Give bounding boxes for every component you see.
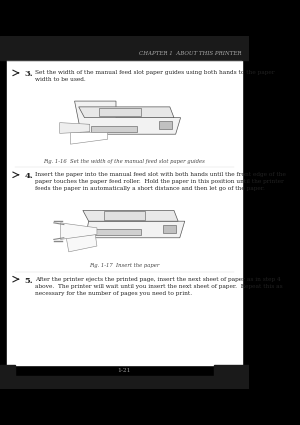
Text: After the printer ejects the printed page, insert the next sheet of paper as in : After the printer ejects the printed pag… <box>35 277 282 296</box>
Polygon shape <box>61 223 97 239</box>
Polygon shape <box>83 210 178 221</box>
Text: 4.: 4. <box>25 172 34 180</box>
Polygon shape <box>75 101 181 134</box>
Polygon shape <box>60 123 89 133</box>
Text: Fig. 1-17  Insert the paper: Fig. 1-17 Insert the paper <box>89 264 160 269</box>
Text: 5.: 5. <box>25 277 34 285</box>
Polygon shape <box>66 235 97 252</box>
Bar <box>103 211 145 220</box>
Text: 1-21: 1-21 <box>118 368 131 373</box>
Text: 3.: 3. <box>25 71 34 79</box>
Polygon shape <box>91 126 137 132</box>
Bar <box>163 224 176 233</box>
Bar <box>159 121 172 129</box>
Text: Set the width of the manual feed slot paper guides using both hands to the paper: Set the width of the manual feed slot pa… <box>35 71 274 82</box>
Text: Fig. 1-16  Set the width of the manual feed slot paper guides: Fig. 1-16 Set the width of the manual fe… <box>43 159 205 164</box>
Polygon shape <box>70 133 108 144</box>
Bar <box>99 108 141 116</box>
Polygon shape <box>95 230 141 235</box>
Text: CHAPTER 1  ABOUT THIS PRINTER: CHAPTER 1 ABOUT THIS PRINTER <box>140 51 242 57</box>
Polygon shape <box>85 221 185 238</box>
Bar <box>0 37 248 60</box>
Text: Insert the paper into the manual feed slot with both hands until the front edge : Insert the paper into the manual feed sl… <box>35 172 286 191</box>
Bar <box>0 365 15 388</box>
Bar <box>7 60 242 365</box>
Bar <box>0 376 248 388</box>
Polygon shape <box>79 107 174 118</box>
Bar <box>214 365 248 388</box>
